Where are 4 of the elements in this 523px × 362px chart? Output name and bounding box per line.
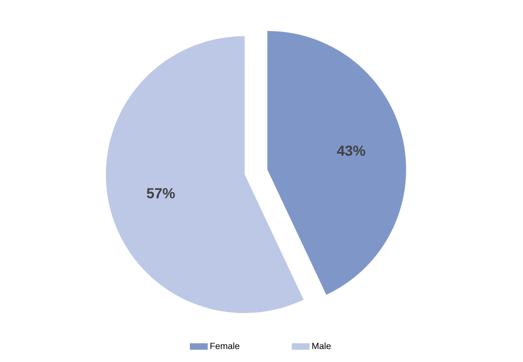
data-label: 43% xyxy=(337,146,366,156)
data-label: 57% xyxy=(146,188,175,198)
legend-label: Female xyxy=(210,342,240,350)
legend-label: Male xyxy=(312,342,331,350)
